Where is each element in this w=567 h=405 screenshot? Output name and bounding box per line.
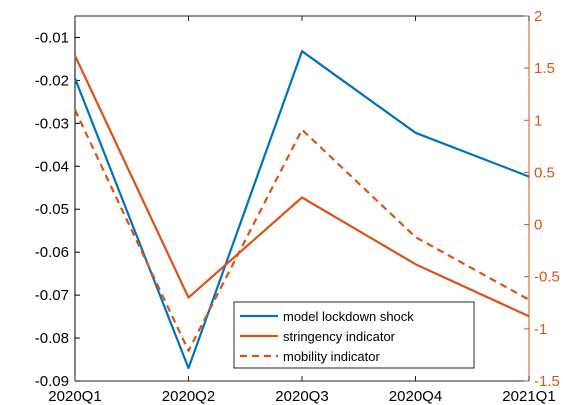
x-tick-label: 2020Q3: [275, 388, 328, 405]
right-tick-label: 2: [534, 8, 542, 25]
left-tick-label: -0.09: [35, 373, 69, 390]
right-axis-ticks: -1.5 -1 -0.5 0 0.5 1 1.5 2: [524, 8, 560, 390]
right-tick-label: -0.5: [534, 269, 560, 286]
series-lines: [73, 50, 530, 370]
legend-label: model lockdown shock: [283, 309, 414, 324]
left-tick-label: -0.08: [35, 330, 69, 347]
x-tick-label: 2020Q4: [389, 388, 442, 405]
right-tick-label: 1: [534, 112, 542, 129]
right-tick-label: -1.5: [534, 373, 560, 390]
x-tick-label: 2020Q1: [48, 388, 101, 405]
right-tick-label: 0: [534, 217, 542, 234]
left-tick-label: -0.03: [35, 115, 69, 132]
right-tick-label: 0.5: [534, 164, 555, 181]
left-tick-label: -0.04: [35, 158, 69, 175]
left-tick-label: -0.07: [35, 287, 69, 304]
x-tick-label: 2020Q2: [162, 388, 215, 405]
series-line-stringency-indicator: [74, 55, 530, 318]
x-tick-label: 2021Q1: [502, 388, 555, 405]
series-line-mobility-indicator: [74, 109, 530, 352]
legend-label: mobility indicator: [283, 349, 380, 364]
left-tick-label: -0.01: [35, 29, 69, 46]
left-tick-label: -0.06: [35, 244, 69, 261]
right-tick-label: 1.5: [534, 60, 555, 77]
left-tick-label: -0.05: [35, 201, 69, 218]
x-axis-ticks: 2020Q1 2020Q2 2020Q3 2020Q4 2021Q1: [48, 16, 556, 405]
series-line-model-lockdown-shock: [73, 50, 530, 370]
right-tick-label: -1: [534, 321, 547, 338]
left-tick-label: -0.02: [35, 72, 69, 89]
legend-label: stringency indicator: [283, 329, 396, 344]
left-axis-ticks: -0.09 -0.08 -0.07 -0.06 -0.05 -0.04 -0.03 -0.02…: [35, 29, 80, 390]
legend: model lockdown shock stringency indicator…: [233, 301, 475, 369]
